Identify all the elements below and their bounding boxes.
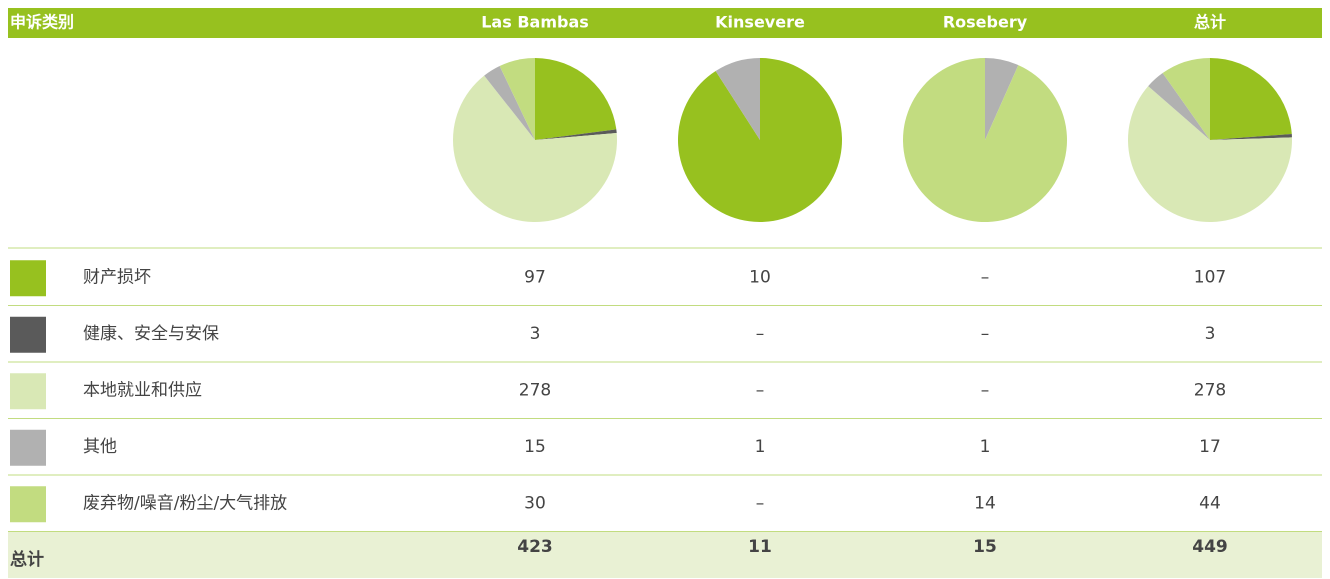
pie-slice (1162, 58, 1210, 140)
total-cell: 449 (1192, 537, 1228, 557)
total-cell: 11 (748, 537, 772, 557)
cell: – (981, 380, 990, 400)
cell: 97 (524, 267, 546, 287)
pie-slice (452, 75, 617, 223)
cell: 3 (1205, 324, 1216, 344)
pie-slice (535, 129, 617, 140)
total-row-bg (8, 531, 1322, 578)
total-label: 总计 (10, 549, 44, 570)
legend-swatch (10, 429, 46, 466)
pie-slice (1148, 73, 1210, 140)
cell: 107 (1194, 267, 1226, 287)
pie-slice (985, 58, 1019, 140)
cell: 278 (519, 380, 551, 400)
legend-swatch (10, 260, 46, 297)
row-label: 本地就业和供应 (83, 380, 202, 400)
header-label: 申诉类别 (10, 13, 74, 32)
pie-slice (715, 58, 760, 140)
legend-swatch (10, 316, 46, 353)
header-label: 总计 (1194, 13, 1226, 32)
row-label: 废弃物/噪音/粉尘/大气排放 (83, 493, 287, 513)
header-label: Las Bambas (481, 13, 589, 32)
cell: 1 (980, 437, 991, 457)
cell: 1 (755, 437, 766, 457)
cell: 278 (1194, 380, 1226, 400)
row-label: 健康、安全与安保 (83, 324, 219, 344)
cell: 15 (524, 437, 546, 457)
row-label: 财产损坏 (83, 267, 151, 287)
cell: 14 (974, 493, 996, 513)
header-bar (8, 8, 1322, 38)
header-label: Rosebery (943, 13, 1028, 32)
cell: – (756, 380, 765, 400)
total-cell: 423 (517, 537, 553, 557)
pie-slice (535, 58, 617, 140)
pie-slice (1210, 58, 1292, 140)
cell: 10 (749, 267, 771, 287)
header-label: Kinsevere (715, 13, 805, 32)
pie-slice (678, 58, 843, 222)
cell: 17 (1199, 437, 1221, 457)
pie-slice (484, 66, 535, 140)
cell: – (756, 324, 765, 344)
pie-slice (903, 58, 1067, 223)
legend-swatch (10, 373, 46, 410)
pie-slice (499, 58, 535, 140)
legend-swatch (10, 486, 46, 523)
total-cell: 15 (973, 537, 997, 557)
cell: – (756, 493, 765, 513)
pie-slice (1127, 86, 1292, 223)
cell: – (981, 324, 990, 344)
row-label: 其他 (83, 437, 117, 457)
cell: 44 (1199, 493, 1221, 513)
cell: 3 (530, 324, 541, 344)
cell: – (981, 267, 990, 287)
cell: 30 (524, 493, 546, 513)
pie-slice (1210, 133, 1292, 140)
